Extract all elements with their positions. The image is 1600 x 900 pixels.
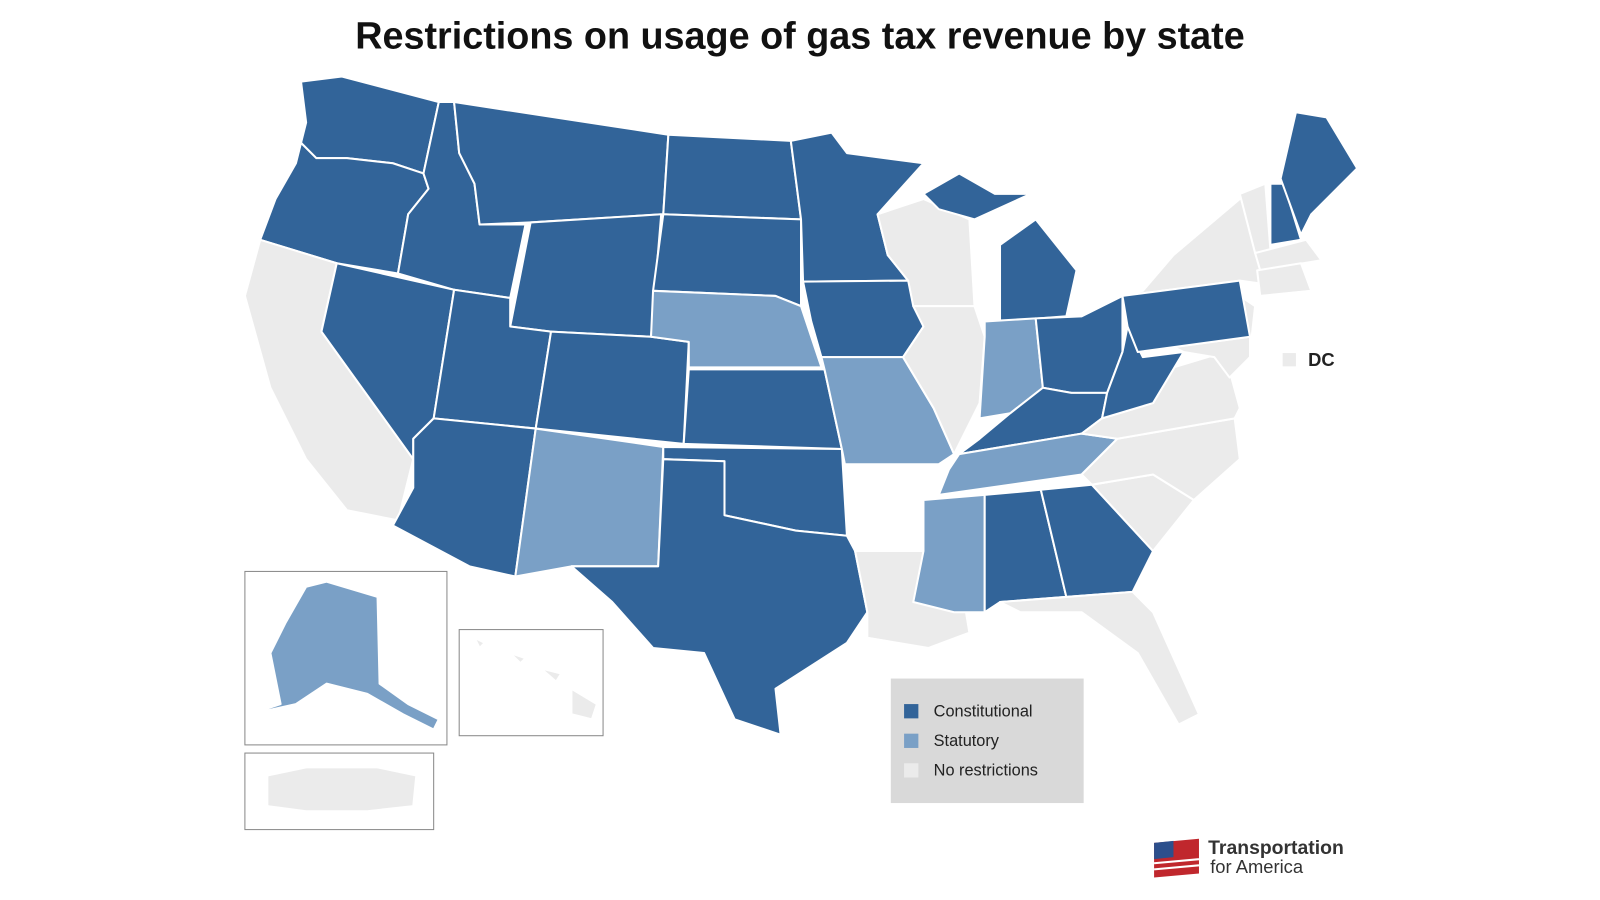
legend-label: Constitutional bbox=[934, 703, 1033, 721]
state bbox=[509, 213, 663, 338]
legend-swatch bbox=[904, 763, 919, 778]
dc-marker: DC bbox=[1282, 349, 1335, 370]
state bbox=[534, 330, 690, 445]
state bbox=[1254, 238, 1323, 272]
states bbox=[243, 75, 1359, 813]
state bbox=[998, 218, 1078, 323]
state bbox=[1279, 111, 1359, 236]
state bbox=[391, 417, 537, 578]
state bbox=[1101, 325, 1185, 420]
state bbox=[1269, 182, 1303, 246]
logo-flag bbox=[1154, 840, 1174, 860]
state bbox=[902, 305, 986, 456]
logo: Transportation for America bbox=[1153, 837, 1344, 878]
state bbox=[682, 368, 843, 450]
state bbox=[912, 493, 986, 614]
state bbox=[570, 458, 869, 736]
state bbox=[998, 590, 1200, 726]
state bbox=[1256, 262, 1313, 297]
legend-label: No restrictions bbox=[934, 762, 1038, 780]
dc-square bbox=[1282, 353, 1296, 367]
state bbox=[514, 427, 665, 578]
logo-stripes bbox=[1153, 858, 1200, 871]
title: Restrictions on usage of gas tax revenue… bbox=[355, 15, 1245, 57]
state bbox=[650, 289, 823, 369]
state bbox=[802, 279, 925, 359]
state bbox=[473, 636, 598, 721]
inset-frame bbox=[458, 629, 604, 737]
state bbox=[248, 580, 440, 731]
legend-swatch bbox=[904, 704, 919, 719]
state bbox=[453, 101, 670, 226]
state bbox=[1039, 483, 1155, 598]
legend: Constitutional Statutory No restrictions bbox=[904, 703, 1038, 780]
logo-text: Transportation bbox=[1208, 837, 1344, 859]
legend-label: Statutory bbox=[934, 732, 1000, 750]
dc-label: DC bbox=[1308, 349, 1335, 370]
state bbox=[266, 766, 418, 813]
legend-swatch bbox=[904, 733, 919, 748]
state bbox=[922, 172, 1032, 221]
legend-box bbox=[890, 678, 1084, 804]
state bbox=[1121, 279, 1252, 354]
logo-text: for America bbox=[1210, 856, 1304, 877]
state bbox=[662, 133, 803, 221]
